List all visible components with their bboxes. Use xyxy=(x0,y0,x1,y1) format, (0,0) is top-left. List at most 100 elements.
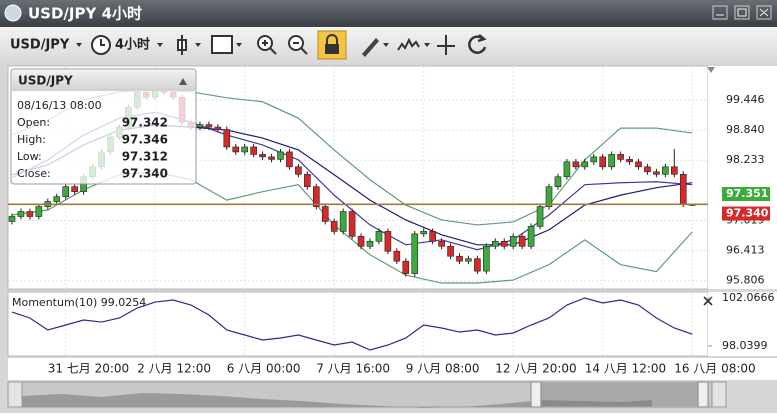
navigator-handle[interactable] xyxy=(530,381,542,408)
candle-body xyxy=(590,156,598,163)
candle-body xyxy=(438,241,445,247)
candle-body xyxy=(304,173,311,187)
momentum-line xyxy=(11,297,693,351)
candle-body xyxy=(474,258,481,272)
indicator-title: Momentum(10) 99.0254 xyxy=(12,296,146,309)
candle-body xyxy=(402,260,410,274)
candle-body xyxy=(509,236,517,247)
candle-body xyxy=(71,186,78,192)
candle-body xyxy=(241,146,248,153)
y-tick-label: 98.0399 xyxy=(722,339,768,352)
candle-body xyxy=(527,226,535,247)
toolbar xyxy=(0,27,777,63)
candle-body xyxy=(268,156,275,160)
candle-body xyxy=(62,186,70,197)
candle-body xyxy=(35,206,43,217)
symbol-selector[interactable]: USD/JPY xyxy=(10,38,70,53)
info-label: High: xyxy=(17,133,46,146)
candle-body xyxy=(366,241,374,247)
candle-body xyxy=(644,166,651,173)
price-axis xyxy=(708,66,777,289)
candle-body xyxy=(232,146,240,153)
candle-body xyxy=(321,206,329,222)
layout-button[interactable] xyxy=(211,35,233,54)
y-tick-label: 96.413 xyxy=(726,244,765,257)
maximize-button[interactable] xyxy=(734,5,750,20)
info-value: 97.342 xyxy=(122,116,168,130)
candle-body xyxy=(357,236,365,247)
candle-body xyxy=(653,171,660,175)
y-tick-label: 99.446 xyxy=(726,93,765,106)
dropdown-arrow xyxy=(195,43,201,47)
candle-body xyxy=(608,154,615,168)
pane-menu[interactable] xyxy=(707,67,715,73)
candle-body xyxy=(572,161,580,168)
candle-body xyxy=(626,159,633,163)
candle-body xyxy=(205,124,213,128)
candle-body xyxy=(581,161,589,168)
price-label: 97.351 xyxy=(726,187,768,200)
crosshair-button[interactable] xyxy=(437,35,455,55)
dropdown-arrow xyxy=(383,43,389,47)
info-label: Open: xyxy=(17,116,50,129)
info-value: 97.346 xyxy=(122,133,168,147)
candle-body xyxy=(536,206,544,227)
candle-body xyxy=(518,236,526,247)
scroll-left[interactable] xyxy=(7,381,23,408)
candle-body xyxy=(295,166,302,175)
x-tick-label: 9 八月 08:00 xyxy=(406,362,480,376)
dropdown-arrow xyxy=(424,43,430,47)
candle-body xyxy=(339,211,347,232)
y-tick-label: 98.840 xyxy=(726,123,765,136)
info-value: 97.340 xyxy=(122,167,168,181)
candle-body xyxy=(662,166,669,175)
x-tick-label: 12 八月 20:00 xyxy=(495,362,576,376)
x-tick-label: 16 八月 08:00 xyxy=(674,362,755,376)
candle-body xyxy=(545,186,553,207)
dropdown-arrow xyxy=(236,43,242,47)
candle-body xyxy=(491,241,499,247)
info-label: Close: xyxy=(17,167,51,180)
candle-body xyxy=(277,151,284,160)
candle-body xyxy=(483,245,490,272)
price-label-box xyxy=(722,206,770,221)
candle-body xyxy=(393,250,401,262)
candle-body xyxy=(196,124,204,128)
candle-body xyxy=(429,231,436,242)
window-button-glyphs xyxy=(716,8,769,17)
collapse-button[interactable] xyxy=(179,78,187,85)
dropdown-arrow xyxy=(76,43,82,47)
candle-body xyxy=(635,161,642,168)
draw-button[interactable] xyxy=(362,38,379,57)
info-title: USD/JPY xyxy=(18,74,73,88)
candle-body xyxy=(8,216,16,222)
x-tick-label: 14 八月 12:00 xyxy=(585,362,666,376)
time-axis xyxy=(8,358,777,380)
candle-body xyxy=(500,241,508,247)
indicator-button[interactable] xyxy=(397,37,420,51)
candle-body xyxy=(411,233,419,274)
refresh-button[interactable] xyxy=(468,34,487,54)
minimize-button[interactable] xyxy=(712,5,728,20)
momentum-axis xyxy=(708,292,777,356)
info-label: Low: xyxy=(17,150,42,163)
navigator-window[interactable] xyxy=(537,383,701,406)
candle-body xyxy=(670,166,678,175)
chart-type-button[interactable] xyxy=(177,35,187,55)
zoom-out-glyph xyxy=(293,42,308,55)
candle-body xyxy=(312,186,320,207)
timeframe-selector[interactable]: 4小时 xyxy=(115,37,150,53)
candle-body xyxy=(447,245,454,257)
window-title: USD/JPY 4小时 xyxy=(28,5,142,23)
scroll-right[interactable] xyxy=(711,381,727,408)
candle-body xyxy=(554,176,562,187)
y-tick-label: 98.233 xyxy=(726,153,765,166)
price-label-box xyxy=(722,187,770,202)
candle-body xyxy=(26,211,34,217)
y-tick-label: 102.0666 xyxy=(722,291,775,304)
close-button[interactable] xyxy=(756,5,772,20)
lock-glyph xyxy=(325,44,339,54)
title-bar xyxy=(0,0,777,27)
navigator-handle[interactable] xyxy=(697,381,709,408)
candle-body xyxy=(214,126,222,130)
